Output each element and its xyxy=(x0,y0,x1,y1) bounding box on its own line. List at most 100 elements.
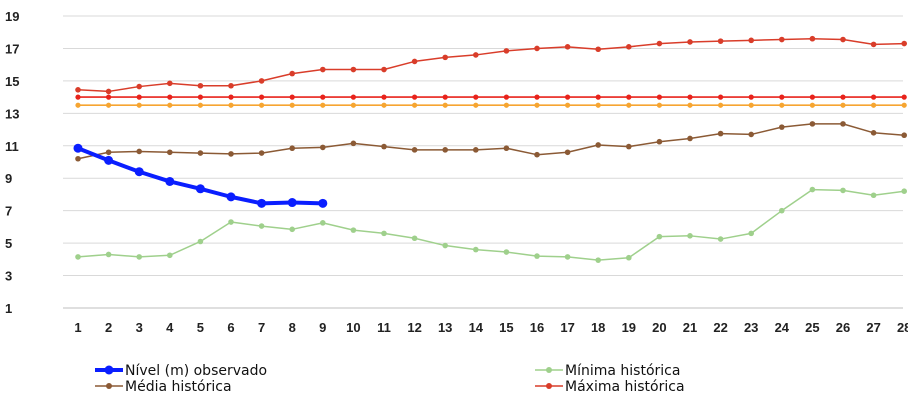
data-point xyxy=(595,142,601,148)
data-point xyxy=(534,253,540,259)
data-point xyxy=(105,88,112,95)
data-point xyxy=(136,102,142,108)
data-point xyxy=(534,151,540,158)
x-tick-label: 9 xyxy=(319,320,326,335)
data-point xyxy=(289,226,296,233)
data-point xyxy=(626,44,632,50)
data-point xyxy=(717,130,724,137)
data-point xyxy=(595,257,601,263)
legend-label: Nível (m) observado xyxy=(125,363,267,379)
data-point xyxy=(167,102,173,108)
data-point xyxy=(717,38,724,44)
data-point xyxy=(870,130,877,136)
data-point xyxy=(75,102,81,108)
series-line xyxy=(77,123,905,160)
data-point xyxy=(381,94,387,100)
x-tick-label: 19 xyxy=(622,320,636,335)
data-point xyxy=(73,143,83,153)
data-point xyxy=(809,186,816,193)
data-point xyxy=(197,238,204,245)
data-point xyxy=(442,94,448,100)
data-point xyxy=(473,52,479,58)
series-lines xyxy=(73,35,907,263)
data-point xyxy=(259,94,265,100)
data-point xyxy=(381,66,387,73)
data-point xyxy=(228,151,234,157)
data-point xyxy=(473,246,479,253)
data-point xyxy=(748,37,754,44)
data-point xyxy=(320,66,326,73)
data-point xyxy=(259,102,265,108)
data-point xyxy=(534,45,540,52)
data-point xyxy=(718,102,724,108)
x-tick-label: 2 xyxy=(105,320,112,335)
data-point xyxy=(656,138,663,145)
data-point xyxy=(228,94,234,100)
data-point xyxy=(75,155,81,162)
data-point xyxy=(840,187,846,194)
data-point xyxy=(167,252,173,259)
data-point xyxy=(718,94,724,100)
data-point xyxy=(503,48,510,54)
data-point xyxy=(748,131,754,138)
data-point xyxy=(656,94,663,100)
data-point xyxy=(197,102,203,108)
series-line xyxy=(77,146,323,206)
x-tick-label: 8 xyxy=(289,320,296,335)
data-point xyxy=(104,155,114,165)
data-point xyxy=(411,235,418,242)
data-point xyxy=(870,192,877,199)
data-point xyxy=(134,167,144,177)
data-point xyxy=(779,124,785,130)
x-tick-label: 7 xyxy=(258,320,265,335)
data-point xyxy=(320,144,326,151)
data-point xyxy=(840,121,846,127)
legend-swatch-marker xyxy=(106,383,112,389)
data-point xyxy=(411,58,418,65)
y-tick-label: 15 xyxy=(5,74,19,89)
data-point xyxy=(258,150,265,156)
x-tick-label: 6 xyxy=(227,320,234,335)
data-point xyxy=(626,143,632,150)
data-point xyxy=(136,83,142,90)
data-point xyxy=(350,102,356,108)
x-tick-label: 12 xyxy=(407,320,421,335)
data-point xyxy=(167,94,173,100)
data-point xyxy=(320,220,326,226)
x-tick-label: 16 xyxy=(530,320,544,335)
y-tick-label: 7 xyxy=(5,204,12,219)
data-point xyxy=(901,94,907,100)
data-point xyxy=(534,94,540,100)
x-tick-label: 5 xyxy=(197,320,204,335)
series-line xyxy=(77,188,905,261)
data-point xyxy=(411,147,418,153)
data-point xyxy=(442,54,449,61)
data-point xyxy=(809,121,816,127)
legend-label: Máxima histórica xyxy=(565,379,685,393)
data-point xyxy=(287,198,297,208)
data-point xyxy=(350,227,357,233)
data-point xyxy=(197,82,204,89)
data-point xyxy=(105,149,112,156)
data-point xyxy=(318,198,328,208)
data-point xyxy=(197,94,203,100)
legend-swatch-marker xyxy=(546,383,552,389)
data-point xyxy=(381,230,387,237)
data-point xyxy=(534,102,540,108)
series-5 xyxy=(75,102,907,108)
y-tick-label: 5 xyxy=(5,236,12,251)
data-point xyxy=(473,147,479,153)
data-point xyxy=(228,102,234,108)
data-point xyxy=(412,102,418,108)
data-point xyxy=(901,188,907,194)
data-point xyxy=(871,94,877,100)
series-4 xyxy=(75,94,907,100)
data-point xyxy=(503,145,510,152)
data-point xyxy=(901,132,907,139)
y-tick-label: 3 xyxy=(5,269,12,284)
data-point xyxy=(289,145,296,152)
x-tick-label: 11 xyxy=(377,320,391,335)
data-point xyxy=(871,102,877,108)
